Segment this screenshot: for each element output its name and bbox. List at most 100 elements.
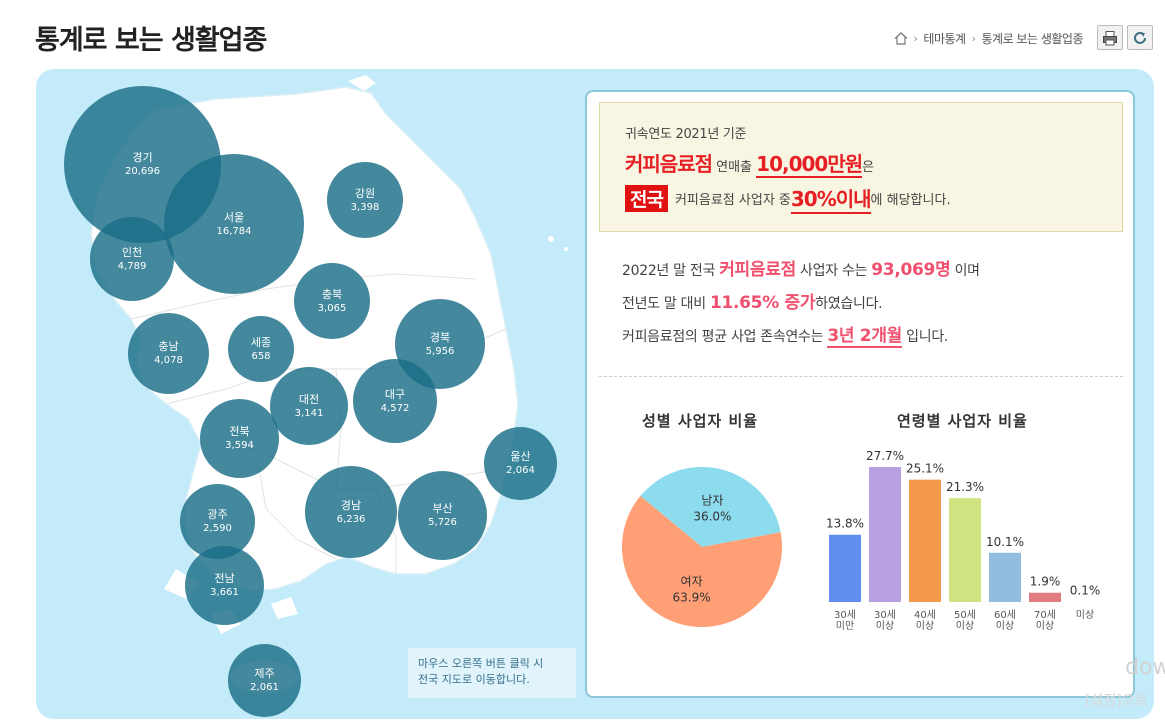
region-bubble-gangwon[interactable]: 강원 3,398 (327, 162, 403, 238)
pie-slice-value: 63.9% (673, 590, 711, 604)
region-bubble-chungbuk[interactable]: 충북 3,065 (294, 263, 370, 339)
stats-line-count: 2022년 말 전국 커피음료점 사업자 수는 93,069명 이며 (622, 254, 980, 287)
stats-text-part: 이며 (950, 263, 980, 279)
ranking-value: 30%이내 (790, 183, 872, 214)
region-count: 3,594 (225, 440, 254, 451)
region-count: 5,726 (428, 517, 457, 528)
stats-text-part: 2022년 말 전국 (622, 263, 720, 279)
region-bubble-ulsan[interactable]: 울산 2,064 (484, 427, 557, 500)
region-bubble-daejeon[interactable]: 대전 3,141 (270, 367, 348, 445)
breadcrumb-item-theme[interactable]: 테마통계 (923, 32, 966, 46)
region-count: 4,078 (154, 355, 183, 366)
region-name: 대전 (298, 392, 320, 406)
bar-value-label: 21.3% (946, 480, 984, 494)
bar-category-label: 40세 (914, 609, 936, 621)
watermark-text: [설정]으로 (1085, 693, 1148, 709)
region-bubble-jeju[interactable]: 제주 2,061 (228, 644, 301, 717)
bar-category-label: 이상 (956, 620, 974, 632)
base-year-text: 귀속연도 2021년 기준 (625, 127, 747, 142)
pie-slice-male[interactable] (640, 467, 781, 547)
bar-category-label: 70세 (1034, 609, 1056, 621)
region-count: 20,696 (125, 166, 160, 177)
region-count: 2,064 (506, 465, 535, 476)
bar-age-group[interactable] (1029, 592, 1061, 602)
bar-category-label: 이상 (916, 620, 934, 632)
page-title: 통계로 보는 생활업종 (35, 25, 267, 56)
region-name: 세종 (250, 335, 272, 349)
refresh-button[interactable] (1127, 25, 1153, 50)
industry-name: 커피음료점 (625, 152, 713, 176)
print-button[interactable] (1097, 25, 1123, 50)
region-count: 3,398 (350, 201, 380, 213)
bar-age-group[interactable] (949, 498, 981, 602)
breadcrumb-item-current[interactable]: 통계로 보는 생활업종 (981, 32, 1084, 46)
map-hint: 마우스 오른쪽 버튼 클릭 시 전국 지도로 이동합니다. (408, 648, 576, 698)
stats-text-part: 사업자 수는 (795, 263, 872, 279)
stats-growth-rate: 11.65% 증가 (709, 293, 816, 313)
stats-text-part: 전년도 말 대비 (622, 296, 710, 312)
region-name: 전남 (214, 572, 235, 585)
pie-slice-value: 36.0% (693, 510, 731, 524)
region-bubble-gyeongnam[interactable]: 경남 6,236 (305, 466, 397, 558)
region-bubble-daegu[interactable]: 대구 4,572 (353, 359, 437, 443)
stats-average-duration: 3년 2개월 (827, 326, 903, 348)
map-hint-line: 마우스 오른쪽 버튼 클릭 시 (418, 657, 544, 670)
region-name: 경기 (132, 151, 153, 164)
bar-value-label: 10.1% (986, 535, 1024, 549)
bar-age-group[interactable] (829, 534, 861, 602)
region-count: 3,141 (294, 407, 324, 419)
revenue-prefix: 연매출 (712, 160, 757, 175)
region-bubble-sejong[interactable]: 세종 658 (228, 316, 294, 382)
region-count: 658 (251, 350, 271, 362)
stats-line-duration: 커피음료점의 평균 사업 존속연수는 3년 2개월 입니다. (622, 320, 980, 353)
gender-chart-title: 성별 사업자 비율 (642, 412, 759, 430)
ranking-prefix: 커피음료점 사업자 중 (674, 193, 791, 208)
bar-age-group[interactable] (909, 479, 941, 602)
stats-business-count: 93,069명 (871, 260, 951, 280)
region-name: 전북 (229, 425, 250, 438)
refresh-icon (1134, 31, 1146, 44)
pie-slice-label: 남자 (701, 494, 723, 508)
region-name: 대구 (384, 387, 406, 401)
bar-value-label: 27.7% (866, 449, 904, 463)
region-count: 2,590 (203, 523, 232, 534)
home-icon[interactable] (894, 32, 908, 45)
pie-slice-female[interactable] (622, 496, 782, 627)
region-bubble-incheon[interactable]: 인천 4,789 (90, 217, 174, 301)
region-count: 16,784 (216, 225, 252, 237)
region-badge: 전국 (625, 185, 668, 212)
ranking-line: 전국 커피음료점 사업자 중 30%이내 에 해당합니다. (625, 183, 1122, 214)
bar-category-label: 이상 (996, 620, 1014, 632)
bar-age-group[interactable] (989, 552, 1021, 602)
breadcrumb: › 테마통계 › 통계로 보는 생활업종 (894, 30, 1083, 47)
bar-category-label: 이상 (1036, 620, 1054, 632)
stats-text-part: 입니다. (902, 329, 949, 345)
stats-text-part: 커피음료점의 평균 사업 존속연수는 (622, 329, 828, 345)
bar-value-label: 1.9% (1030, 575, 1061, 589)
region-name: 서울 (223, 210, 245, 224)
stats-text: 2022년 말 전국 커피음료점 사업자 수는 93,069명 이며 전년도 말… (622, 254, 980, 353)
region-bubble-busan[interactable]: 부산 5,726 (398, 471, 487, 560)
stats-line-growth: 전년도 말 대비 11.65% 증가하였습니다. (622, 287, 980, 320)
region-name: 충남 (158, 340, 179, 353)
printer-icon (1103, 30, 1117, 45)
stats-text-part: 하였습니다. (815, 296, 883, 312)
region-name: 경남 (340, 498, 362, 512)
bar-category-label: 60세 (994, 609, 1016, 621)
region-bubble-jeonbuk[interactable]: 전북 3,594 (200, 399, 279, 478)
region-name: 인천 (121, 245, 143, 259)
bar-category-label: 미상 (1076, 609, 1094, 621)
ranking-suffix: 에 해당합니다. (870, 193, 951, 208)
region-count: 4,789 (117, 260, 147, 272)
bar-value-label: 25.1% (906, 462, 944, 476)
region-bubble-chungnam[interactable]: 충남 4,078 (128, 313, 209, 394)
bar-age-group[interactable] (869, 467, 901, 602)
bar-value-label: 0.1% (1070, 584, 1101, 598)
region-name: 부산 (432, 502, 453, 515)
region-bubble-seoul[interactable]: 서울 16,784 (164, 154, 304, 294)
divider (599, 376, 1123, 377)
map-hint-line: 전국 지도로 이동합니다. (418, 673, 530, 686)
bar-category-label: 30세 (874, 609, 896, 621)
region-bubble-jeonnam[interactable]: 전남 3,661 (185, 546, 264, 625)
region-name: 충북 (321, 287, 343, 301)
